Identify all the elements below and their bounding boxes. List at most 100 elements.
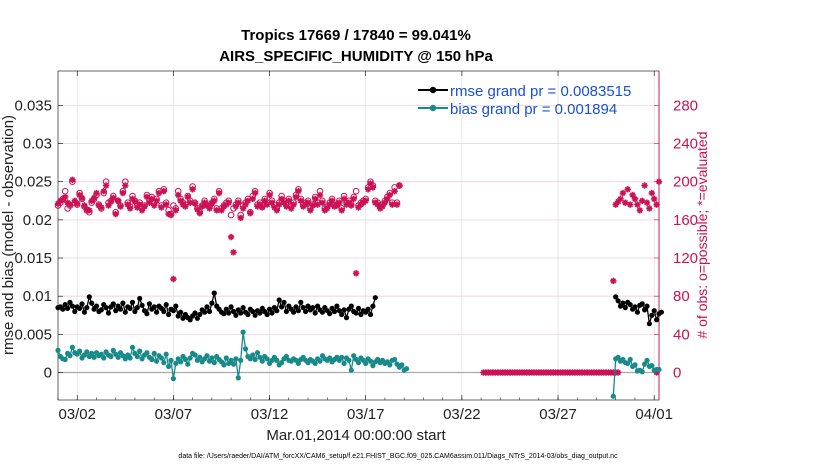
asterisk-stroke <box>124 201 131 208</box>
asterisk-stroke <box>346 199 352 206</box>
bias-point <box>197 354 203 360</box>
rmse-point <box>89 300 95 306</box>
asterisk-stroke <box>374 201 381 208</box>
y2-tick-label: 80 <box>673 288 690 305</box>
bias-point <box>625 360 631 366</box>
bias-point <box>257 354 263 360</box>
asterisk-stroke <box>201 199 208 206</box>
asterisk-stroke <box>353 270 359 277</box>
obs-evaluated-point <box>126 205 134 212</box>
obs-evaluated-point <box>172 207 180 214</box>
bias-point <box>355 360 362 366</box>
obs-evaluated-point <box>651 195 658 203</box>
rmse-point <box>658 309 665 315</box>
bias-point <box>69 344 75 350</box>
rmse-point <box>170 308 176 314</box>
bias-point <box>387 362 393 368</box>
asterisk-stroke <box>648 190 655 196</box>
asterisk-stroke <box>365 186 371 193</box>
bias-point <box>235 375 241 381</box>
bias-point <box>166 363 172 369</box>
asterisk-stroke <box>213 207 220 214</box>
rmse-point <box>194 315 200 321</box>
asterisk-stroke <box>257 201 263 208</box>
asterisk-stroke <box>636 207 643 214</box>
obs-evaluated-point <box>235 199 242 206</box>
y-tick-label: 0 <box>44 365 52 382</box>
asterisk-stroke <box>192 200 198 207</box>
bias-point <box>238 357 244 363</box>
asterisk-stroke <box>386 192 393 198</box>
rmse-point <box>139 302 145 308</box>
obs-evaluated-point <box>631 195 639 203</box>
rmse-point <box>252 312 258 318</box>
bias-point <box>163 351 169 357</box>
bias-point <box>170 376 176 382</box>
asterisk-stroke <box>627 201 634 208</box>
rmse-point <box>62 302 68 308</box>
y-axis-left: 0 0.005 0.01 0.015 0.02 0.025 0.03 0.035 <box>14 97 63 382</box>
obs-evaluated-point <box>249 195 256 203</box>
obs-evaluated-point <box>643 199 651 206</box>
rmse-point <box>620 300 626 306</box>
obs-evaluated-point <box>107 198 115 205</box>
obs-evaluated-point <box>285 197 292 205</box>
asterisk-stroke <box>610 278 617 284</box>
asterisk-stroke <box>228 234 234 240</box>
asterisk-stroke <box>309 202 316 209</box>
y-tick-label: 0.035 <box>14 97 52 114</box>
asterisk-stroke <box>136 201 143 208</box>
rmse-point <box>269 310 275 316</box>
obs-evaluated-point <box>86 207 93 214</box>
obs-evaluated-point <box>309 202 316 209</box>
obs-evaluated-point <box>259 204 266 211</box>
bias-point <box>67 353 73 359</box>
obs-evaluated-point <box>155 189 163 197</box>
asterisk-stroke <box>242 201 249 208</box>
asterisk-stroke <box>204 202 210 209</box>
asterisk-stroke <box>617 196 624 202</box>
asterisk-stroke <box>122 182 129 189</box>
rmse-point <box>127 305 133 311</box>
asterisk-stroke <box>69 176 76 183</box>
rmse-point <box>615 298 621 304</box>
obs-evaluated-point <box>211 197 218 205</box>
x-axis: 03/02 03/07 03/12 03/17 03/22 03/27 04/01 <box>57 71 673 423</box>
obs-evaluated-point <box>78 194 86 202</box>
rmse-point <box>274 308 280 314</box>
rmse-point <box>372 295 378 301</box>
asterisk-stroke <box>112 211 119 217</box>
obs-evaluated-point <box>295 187 302 195</box>
obs-evaluated-point <box>93 189 100 197</box>
asterisk-stroke <box>326 201 333 208</box>
rmse-point <box>283 308 289 315</box>
rmse-point <box>146 301 152 307</box>
obs-evaluated-point <box>290 201 297 208</box>
data-file-footer: data file: /Users/raeder/DAI/ATM_forcXX/… <box>178 453 618 460</box>
bias-point <box>254 350 261 356</box>
rmse-point <box>353 310 359 316</box>
y-tick-label: 0.015 <box>14 250 52 267</box>
rmse-point <box>79 301 85 307</box>
bias-point <box>656 366 662 373</box>
rmse-point <box>69 303 75 309</box>
obs-evaluated-point <box>369 184 377 191</box>
rmse-point <box>178 309 184 315</box>
asterisk-stroke <box>83 206 90 213</box>
rmse-point <box>226 310 232 316</box>
obs-evaluated-point <box>218 207 225 214</box>
bias-point <box>242 346 249 352</box>
rmse-point <box>204 304 210 310</box>
obs-possible-point <box>227 211 235 219</box>
obs-evaluated-point <box>307 207 314 214</box>
rmse-point <box>103 305 109 311</box>
y2-tick-label: 280 <box>673 97 698 114</box>
bias-point <box>339 354 345 360</box>
rmse-point <box>110 301 116 307</box>
obs-evaluated-point <box>352 270 360 277</box>
chart-subtitle: AIRS_SPECIFIC_HUMIDITY @ 150 hPa <box>219 48 493 65</box>
rmse-point <box>622 305 628 311</box>
rmse-point <box>334 303 340 309</box>
obs-evaluated-point <box>232 203 240 210</box>
